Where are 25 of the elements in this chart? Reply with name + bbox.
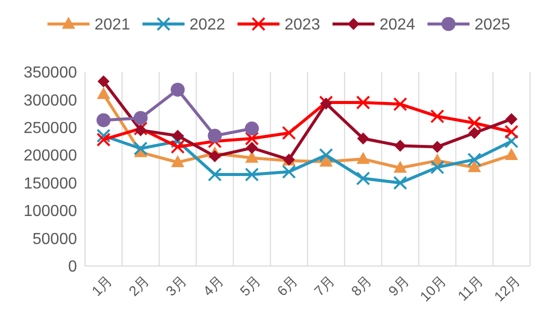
- x-tick-label: 11月: [454, 272, 486, 304]
- x-tick-label: 6月: [274, 272, 301, 299]
- x-tick-label: 9月: [385, 272, 412, 299]
- x-tick-label: 1月: [88, 272, 116, 299]
- y-tick-label: 350000: [24, 64, 78, 82]
- x-tick-label: 8月: [348, 272, 375, 299]
- y-tick-label: 0: [68, 258, 78, 276]
- x-tick-label: 5月: [236, 272, 264, 299]
- y-tick-label: 300000: [24, 92, 78, 110]
- y-tick-label: 100000: [24, 203, 78, 220]
- legend-label: 2022: [190, 16, 226, 34]
- x-tick-label: 12月: [490, 272, 524, 304]
- y-tick-label: 200000: [24, 148, 78, 165]
- y-tick-label: 150000: [24, 175, 78, 192]
- legend-label: 2025: [474, 16, 510, 34]
- y-tick-label: 250000: [24, 120, 78, 138]
- x-tick-label: 2月: [125, 272, 152, 299]
- y-tick-label: 50000: [32, 230, 78, 248]
- legend-label: 2023: [284, 16, 320, 34]
- x-tick-label: 3月: [162, 272, 190, 299]
- legend-label: 2021: [94, 16, 130, 34]
- x-tick-label: 10月: [416, 272, 449, 304]
- x-tick-label: 4月: [200, 272, 226, 299]
- legend-label: 2024: [380, 16, 416, 34]
- x-tick-label: 7月: [310, 272, 338, 299]
